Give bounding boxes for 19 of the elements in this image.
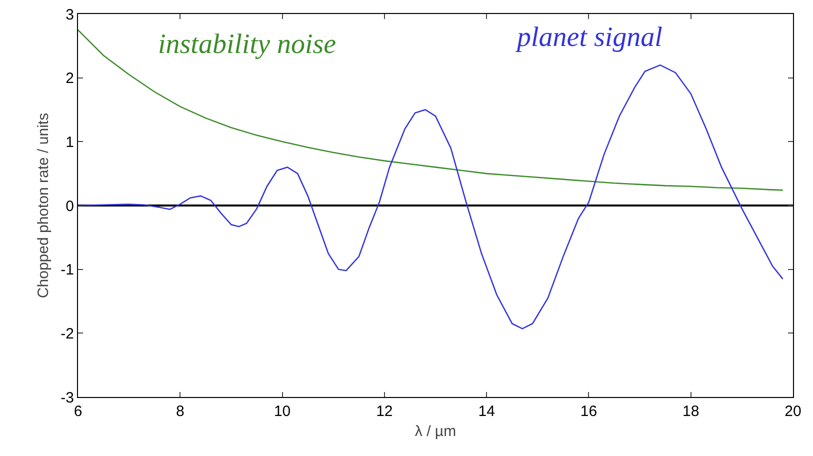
y-tick-label: 0 — [66, 198, 74, 215]
y-tick-label: -1 — [60, 262, 74, 279]
x-axis-title: λ / µm — [414, 423, 456, 440]
y-tick-label: -2 — [60, 325, 74, 342]
x-tick-label: 10 — [274, 403, 291, 420]
series-label: planet signal — [515, 22, 663, 53]
x-tick-label: 20 — [784, 403, 802, 420]
x-tick-label: 16 — [580, 403, 598, 420]
series-label: instability noise — [158, 29, 336, 60]
y-axis-title: Chopped photon rate / units — [34, 112, 52, 298]
y-tick-label: 1 — [66, 134, 74, 151]
x-tick-label: 14 — [478, 403, 495, 420]
x-tick-label: 6 — [74, 403, 82, 420]
y-tick-label: -3 — [60, 389, 74, 406]
x-tick-label: 8 — [176, 403, 184, 420]
x-tick-label: 12 — [376, 403, 393, 420]
x-tick-label: 18 — [682, 403, 700, 420]
y-tick-label: 2 — [66, 70, 74, 88]
y-tick-label: 3 — [66, 6, 74, 24]
